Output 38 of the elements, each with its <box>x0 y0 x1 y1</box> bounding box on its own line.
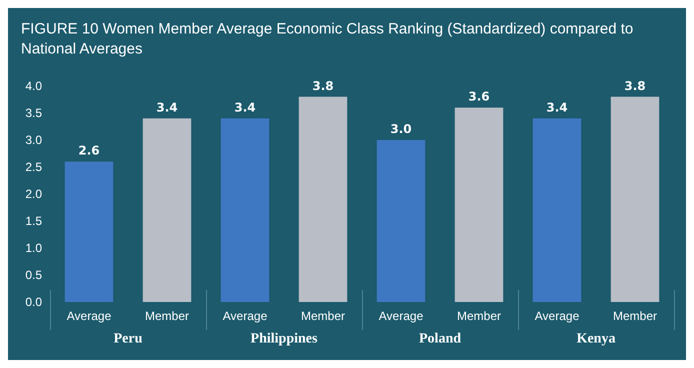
data-label: 3.4 <box>156 100 178 114</box>
bar <box>298 96 348 302</box>
y-tick-label: 4.0 <box>25 79 42 93</box>
bar <box>532 118 582 302</box>
x-tick-label: Philippines <box>250 332 318 346</box>
series-label: Member <box>144 309 190 323</box>
y-tick-label: 0.5 <box>25 268 42 282</box>
bar <box>376 140 426 302</box>
bar <box>64 162 114 302</box>
data-label: 3.6 <box>468 90 490 104</box>
x-tick-label: Kenya <box>576 332 616 346</box>
text: Average <box>378 309 424 323</box>
bar <box>610 96 660 302</box>
text: Average <box>222 309 268 323</box>
text: Member <box>300 309 346 323</box>
x-tick-label: Peru <box>114 332 143 346</box>
y-tick-label: 3.0 <box>25 133 42 147</box>
bar <box>220 118 270 302</box>
data-label: 3.8 <box>312 78 334 93</box>
data-label: 3.0 <box>390 122 412 136</box>
y-tick-label: 2.5 <box>25 160 42 174</box>
text: Member <box>612 309 658 323</box>
chart-title: FIGURE 10 Women Member Average Economic Class Ranking (Standardized) compared to National Averages <box>21 20 638 58</box>
text: Member <box>456 309 502 323</box>
x-tick-label: Poland <box>418 332 462 346</box>
data-label: 3.4 <box>234 100 256 114</box>
y-tick-label: 1.0 <box>25 241 42 255</box>
y-tick-label: 3.5 <box>25 106 42 120</box>
data-label: 3.8 <box>624 78 646 93</box>
data-label: 2.6 <box>78 144 100 158</box>
y-tick-label: 1.5 <box>25 214 42 228</box>
series-label: Average <box>66 309 112 323</box>
y-tick-label: 0.0 <box>25 295 42 309</box>
bar <box>454 108 504 302</box>
data-label: 3.4 <box>546 100 568 114</box>
bar <box>142 118 192 302</box>
text: Average <box>534 309 580 323</box>
y-tick-label: 2.0 <box>25 187 42 201</box>
